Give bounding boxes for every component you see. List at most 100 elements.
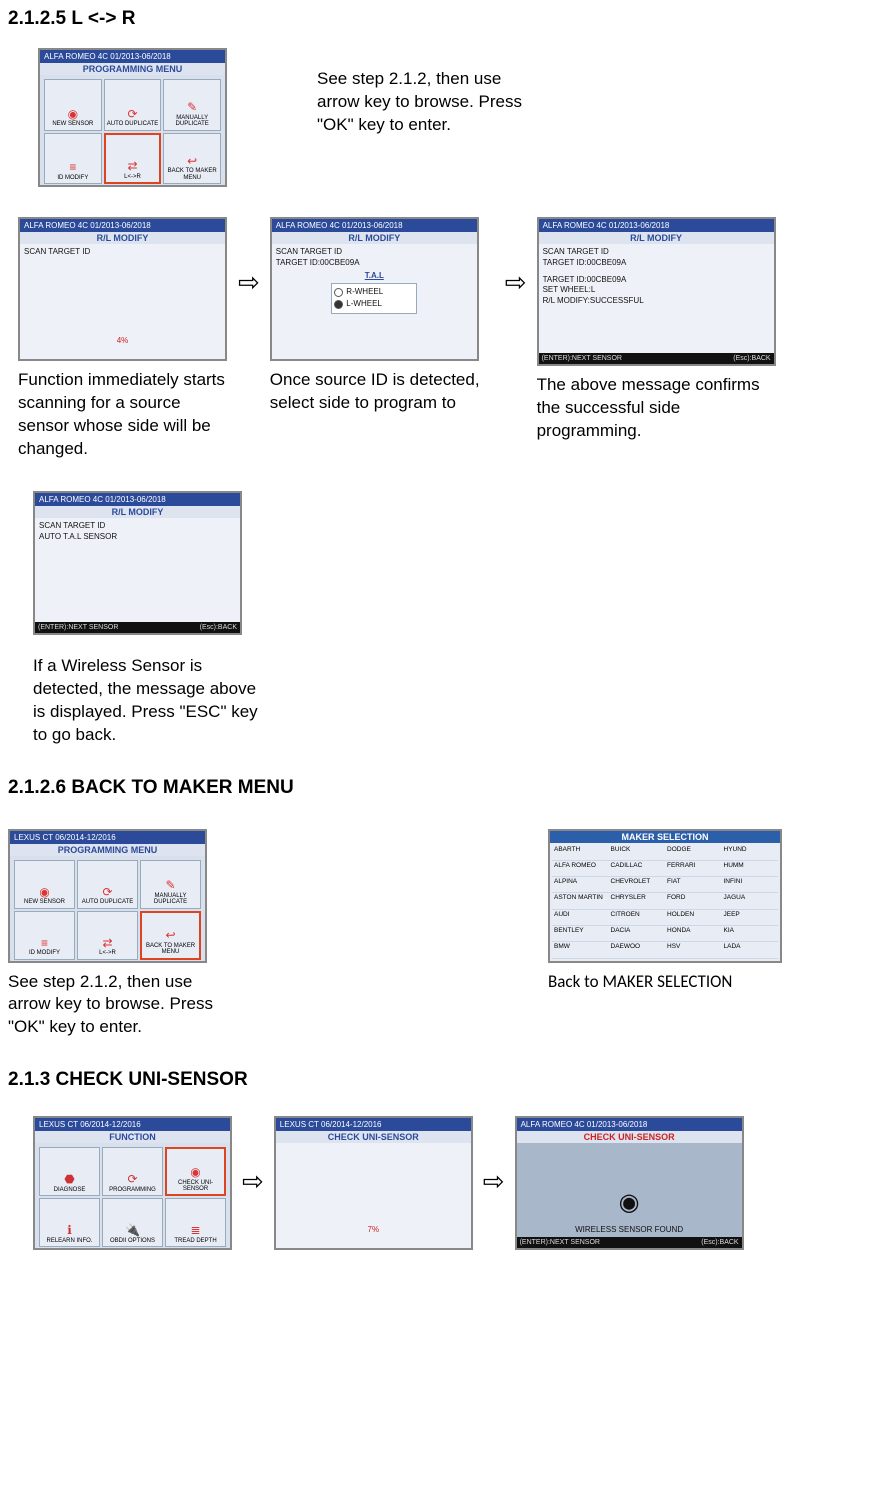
device-check-scan: LEXUS CT 06/2014-12/2016 CHECK UNI-SENSO… — [274, 1116, 473, 1250]
maker-cell: JEEP — [722, 910, 779, 926]
cell: PROGRAMMING — [109, 1187, 156, 1193]
line: TARGET ID:00CBE09A — [276, 258, 473, 269]
line: WIRELESS SENSOR FOUND — [575, 1225, 683, 1236]
maker-cell: BUICK — [609, 845, 666, 861]
radio-opt: R-WHEEL — [346, 287, 383, 298]
maker-cell: CADILLAC — [609, 861, 666, 877]
titlebar-text: ALFA ROMEO 4C 01/2013-06/2018 — [39, 495, 166, 504]
maker-cell: HSV — [665, 942, 722, 958]
cell-selected: BACK TO MAKER MENU — [144, 943, 197, 956]
cell: NEW SENSOR — [52, 121, 93, 127]
subtitle: CHECK UNI-SENSOR — [276, 1131, 471, 1143]
device-maker-selection: MAKER SELECTION ABARTHBUICKDODGEHYUND ALF… — [548, 829, 782, 963]
footer-right: (Esc):BACK — [733, 355, 770, 362]
titlebar-text: LEXUS CT 06/2014-12/2016 — [280, 1120, 382, 1129]
device-scan: ALFA ROMEO 4C 01/2013-06/2018 R/L MODIFY… — [18, 217, 227, 361]
cell: DIAGNOSE — [54, 1187, 86, 1193]
device-select-side: ALFA ROMEO 4C 01/2013-06/2018 R/L MODIFY… — [270, 217, 479, 361]
maker-cell: HYUND — [722, 845, 779, 861]
maker-cell: FIAT — [665, 877, 722, 893]
maker-cell: KIA — [722, 926, 779, 942]
cell: OBDII OPTIONS — [110, 1238, 155, 1244]
maker-cell: ASTON MARTIN — [552, 893, 609, 909]
maker-cell: BMW — [552, 942, 609, 958]
cell: ID MODIFY — [29, 950, 60, 956]
maker-cell: ALFA ROMEO — [552, 861, 609, 877]
titlebar-text: ALFA ROMEO 4C 01/2013-06/2018 — [543, 221, 670, 230]
arrow-icon: ⇨ — [505, 267, 527, 298]
maker-cell: DAEWOO — [609, 942, 666, 958]
maker-cell: HONDA — [665, 926, 722, 942]
maker-cell: LADA — [722, 942, 779, 958]
heading-2126: 2.1.2.6 BACK TO MAKER MENU — [8, 777, 868, 799]
subtitle: R/L MODIFY — [35, 506, 240, 518]
cell: NEW SENSOR — [24, 899, 65, 905]
maker-cell: BENTLEY — [552, 926, 609, 942]
device-function: LEXUS CT 06/2014-12/2016 FUNCTION ⬣DIAGN… — [33, 1116, 232, 1250]
line: R/L MODIFY:SUCCESSFUL — [543, 296, 770, 307]
footer-right: (Esc):BACK — [701, 1239, 738, 1246]
maker-cell: ABARTH — [552, 845, 609, 861]
caption-wireless: If a Wireless Sensor is detected, the me… — [33, 655, 263, 747]
cell-selected: L<->R — [124, 174, 141, 180]
cell: MANUALLY DUPLICATE — [166, 115, 218, 128]
titlebar-text: ALFA ROMEO 4C 01/2013-06/2018 — [521, 1120, 648, 1129]
footer-left: (ENTER):NEXT SENSOR — [38, 624, 118, 631]
subtitle: MAKER SELECTION — [550, 831, 780, 843]
device-prog-menu-2: LEXUS CT 06/2014-12/2016 PROGRAMMING MEN… — [8, 829, 207, 963]
cell: ID MODIFY — [57, 175, 88, 181]
radio-opt: L-WHEEL — [346, 299, 382, 310]
maker-cell: HOLDEN — [665, 910, 722, 926]
maker-cell: CITROEN — [609, 910, 666, 926]
caption-select: Once source ID is detected, select side … — [270, 369, 495, 415]
device-prog-menu-1: ALFA ROMEO 4C 01/2013-06/2018 PROGRAMMIN… — [38, 48, 227, 187]
line: SCAN TARGET ID — [39, 521, 236, 532]
maker-cell: AUDI — [552, 910, 609, 926]
device-wireless: ALFA ROMEO 4C 01/2013-06/2018 R/L MODIFY… — [33, 491, 242, 635]
line: SET WHEEL:L — [543, 285, 770, 296]
footer-right: (Esc):BACK — [200, 624, 237, 631]
maker-cell: CHEVROLET — [609, 877, 666, 893]
cell: RELEARN INFO. — [46, 1238, 92, 1244]
subtitle: FUNCTION — [35, 1131, 230, 1143]
cell-selected: CHECK UNI-SENSOR — [169, 1180, 222, 1193]
subtitle: PROGRAMMING MENU — [40, 63, 225, 75]
maker-cell: FORD — [665, 893, 722, 909]
footer-left: (ENTER):NEXT SENSOR — [542, 355, 622, 362]
caption-success: The above message confirms the successfu… — [537, 374, 782, 443]
cell: AUTO DUPLICATE — [107, 121, 158, 127]
maker-cell: JAGUA — [722, 893, 779, 909]
device-success: ALFA ROMEO 4C 01/2013-06/2018 R/L MODIFY… — [537, 217, 776, 366]
maker-cell: FERRARI — [665, 861, 722, 877]
line: TARGET ID:00CBE09A — [543, 258, 770, 269]
percent: 7% — [276, 1225, 471, 1234]
heading-2125: 2.1.2.5 L <-> R — [8, 8, 868, 30]
cell: TREAD DEPTH — [174, 1238, 216, 1244]
line: TARGET ID:00CBE09A — [543, 275, 770, 286]
subtitle: R/L MODIFY — [272, 232, 477, 244]
cell: BACK TO MAKER MENU — [166, 168, 218, 181]
percent: 4% — [20, 336, 225, 345]
titlebar-text: ALFA ROMEO 4C 01/2013-06/2018 — [44, 52, 171, 61]
maker-cell: DODGE — [665, 845, 722, 861]
line: SCAN TARGET ID — [276, 247, 473, 258]
maker-cell: HUMM — [722, 861, 779, 877]
footer-left: (ENTER):NEXT SENSOR — [520, 1239, 600, 1246]
tal-label: T.A.L — [276, 271, 473, 282]
caption-scan: Function immediately starts scanning for… — [18, 369, 228, 461]
titlebar-text: ALFA ROMEO 4C 01/2013-06/2018 — [24, 221, 151, 230]
line: SCAN TARGET ID — [24, 247, 221, 258]
caption-maker: Back to MAKER SELECTION — [548, 971, 798, 994]
subtitle: CHECK UNI-SENSOR — [517, 1131, 742, 1143]
maker-cell: DACIA — [609, 926, 666, 942]
titlebar-text: LEXUS CT 06/2014-12/2016 — [39, 1120, 141, 1129]
device-wireless-found: ALFA ROMEO 4C 01/2013-06/2018 CHECK UNI-… — [515, 1116, 744, 1250]
cell: L<->R — [99, 950, 116, 956]
line: SCAN TARGET ID — [543, 247, 770, 258]
caption-back-step: See step 2.1.2, then use arrow key to br… — [8, 971, 238, 1040]
caption-step: See step 2.1.2, then use arrow key to br… — [317, 68, 537, 137]
arrow-icon: ⇨ — [238, 267, 260, 298]
subtitle: PROGRAMMING MENU — [10, 844, 205, 856]
titlebar-text: LEXUS CT 06/2014-12/2016 — [14, 833, 116, 842]
cell: MANUALLY DUPLICATE — [143, 893, 198, 906]
